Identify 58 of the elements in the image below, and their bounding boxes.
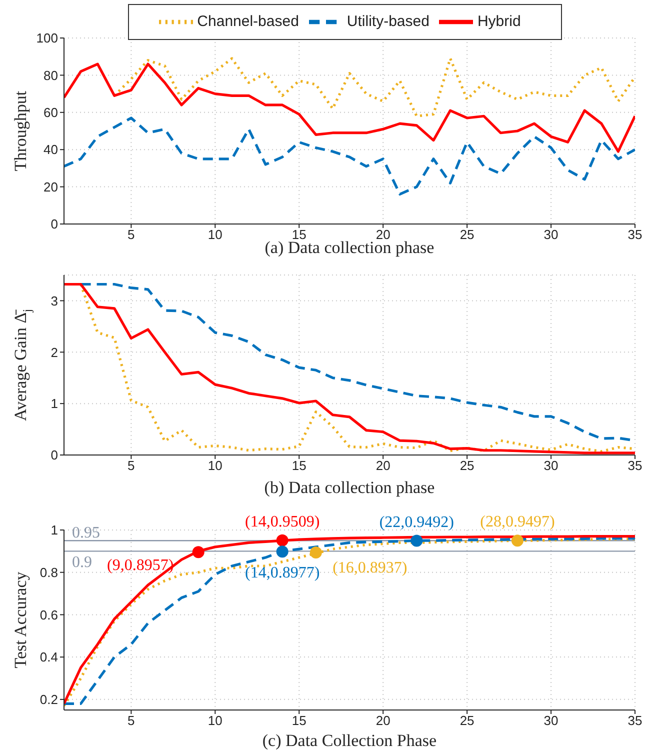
x-tick-label: 5 — [128, 458, 135, 474]
y-tick-label: 100 — [36, 30, 58, 46]
line-series — [64, 116, 635, 196]
point — [276, 546, 288, 558]
x-tick-label: 25 — [460, 227, 474, 242]
x-tick-label: 5 — [128, 713, 135, 728]
ref-line-label: 0.9 — [72, 554, 92, 572]
y-tick-label: 80 — [44, 68, 58, 83]
data-label: (14,0.8977) — [244, 564, 320, 582]
point — [276, 534, 288, 546]
y-tick-label: 2 — [50, 344, 58, 360]
x-tick-label: 30 — [544, 713, 558, 728]
y-tick-label: 40 — [44, 142, 58, 158]
x-tick-label: 35 — [628, 227, 642, 242]
legend-label: Utility-based — [346, 12, 430, 30]
x-tick-label: 10 — [208, 713, 222, 728]
x-tick-label: 25 — [460, 458, 474, 474]
x-axis-title: (c) Data Collection Phase — [262, 731, 437, 750]
y-tick-label: 60 — [44, 105, 58, 120]
point — [192, 546, 204, 558]
point — [310, 546, 322, 559]
y-axis-title: Throughput — [10, 90, 30, 172]
point — [511, 534, 524, 547]
x-tick-label: 35 — [628, 713, 642, 728]
x-axis-title: (b) Data collection phase — [264, 478, 435, 497]
y-tick-label: 3 — [50, 293, 58, 308]
x-tick-label: 35 — [628, 458, 642, 474]
point — [410, 534, 423, 547]
data-label: (22,0.9492) — [379, 514, 454, 531]
y-axis-title: Test Accuracy — [10, 571, 30, 668]
x-tick-label: 15 — [292, 713, 306, 728]
line-series — [113, 57, 635, 118]
x-tick-label: 30 — [544, 227, 558, 242]
data-label: (16,0.8937) — [332, 560, 408, 577]
y-tick-label: 0.6 — [40, 607, 58, 622]
x-tick-label: 10 — [208, 227, 222, 242]
x-tick-label: 10 — [208, 458, 222, 474]
x-tick-label: 5 — [128, 227, 135, 242]
legend-label: Hybrid — [477, 12, 521, 30]
x-tick-label: 15 — [292, 458, 306, 474]
x-tick-label: 25 — [460, 713, 474, 728]
x-tick-label: 20 — [376, 713, 390, 728]
y-tick-label: 1 — [50, 396, 58, 412]
y-tick-label: 0.2 — [40, 692, 58, 708]
x-tick-label: 30 — [544, 458, 558, 474]
data-label: (14,0.9509) — [244, 513, 320, 530]
y-tick-label: 0.4 — [40, 650, 58, 665]
data-label: (28,0.9497) — [480, 514, 555, 531]
y-tick-label: 20 — [44, 179, 58, 194]
legend-label: Channel-based — [197, 12, 299, 30]
data-label: (9,0.8957) — [107, 557, 174, 574]
y-tick-label: 0 — [50, 448, 58, 463]
y-tick-label: 0.8 — [40, 564, 58, 580]
y-tick-label: 1 — [50, 522, 58, 538]
line-series — [64, 62, 635, 153]
y-tick-label: 0 — [50, 216, 58, 232]
ref-line-label: 0.95 — [72, 524, 100, 542]
x-tick-label: 20 — [376, 458, 390, 474]
